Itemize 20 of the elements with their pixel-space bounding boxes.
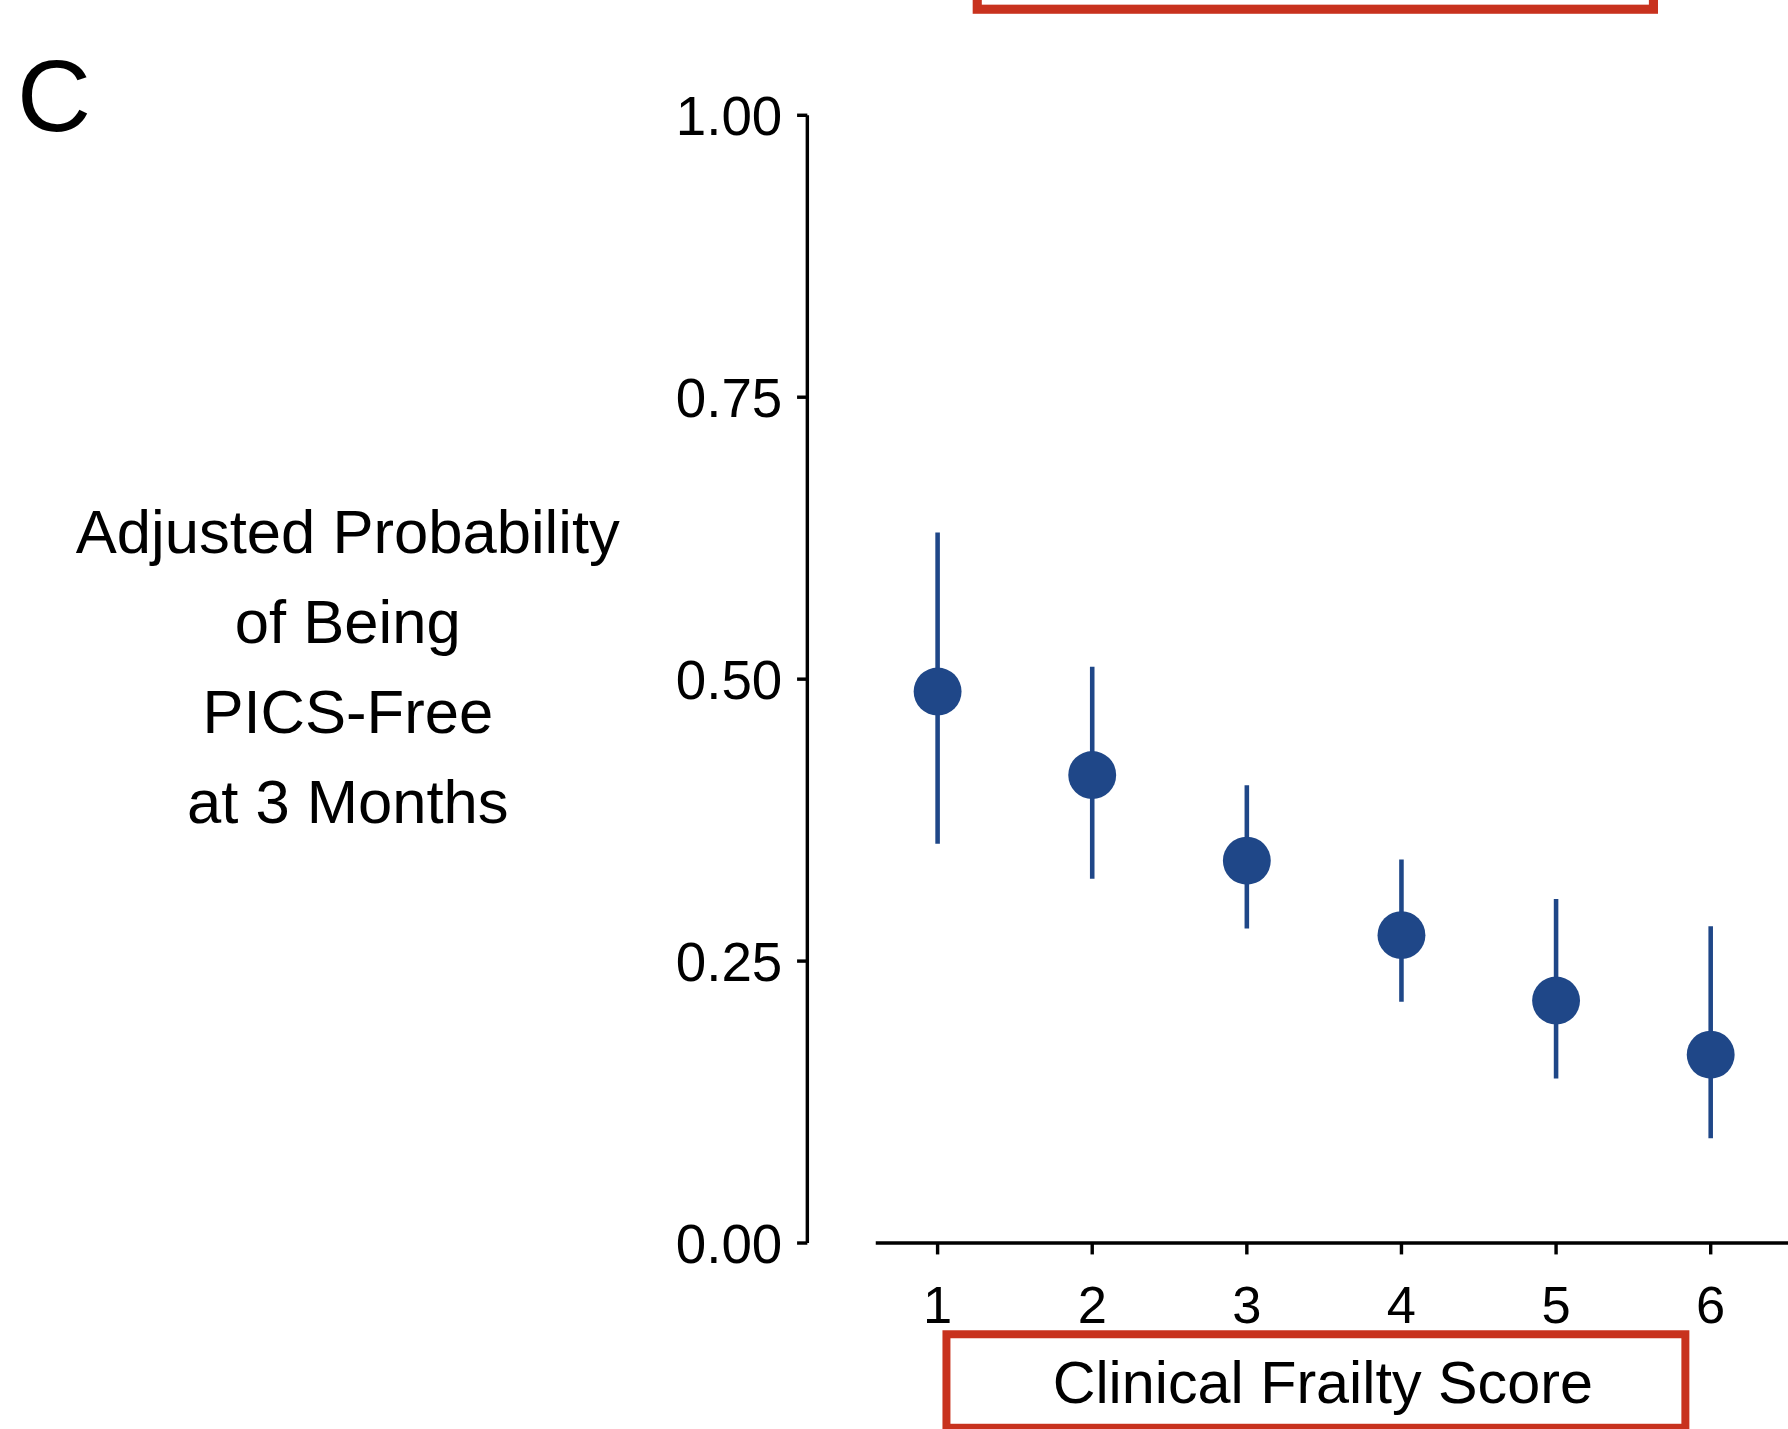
y-tick-label: 0.00 (675, 1212, 783, 1275)
y-tick-label: 0.75 (675, 366, 783, 429)
x-tick-label: 4 (1386, 1275, 1417, 1334)
point (913, 667, 962, 716)
y-tick-label: 0.50 (675, 648, 783, 711)
y-tick-label: 0.25 (675, 930, 783, 993)
point (1377, 911, 1426, 960)
x-tick-label: 6 (1696, 1275, 1726, 1334)
point (1068, 751, 1117, 799)
x-tick-label: 5 (1541, 1275, 1571, 1334)
point (1532, 976, 1581, 1025)
x-tick-label: 2 (1077, 1275, 1107, 1334)
x-tick-label: 1 (923, 1275, 953, 1334)
point (1686, 1030, 1735, 1079)
point (1222, 836, 1271, 885)
x-axis-title: Clinical Frailty Score (1052, 1348, 1593, 1416)
y-axis-title: Adjusted Probability of Being PICS-Free at 3 Months (75, 497, 621, 837)
x-tick-label: 3 (1232, 1275, 1262, 1334)
text: C (17, 38, 92, 154)
y-tick-label: 1.00 (675, 84, 783, 147)
